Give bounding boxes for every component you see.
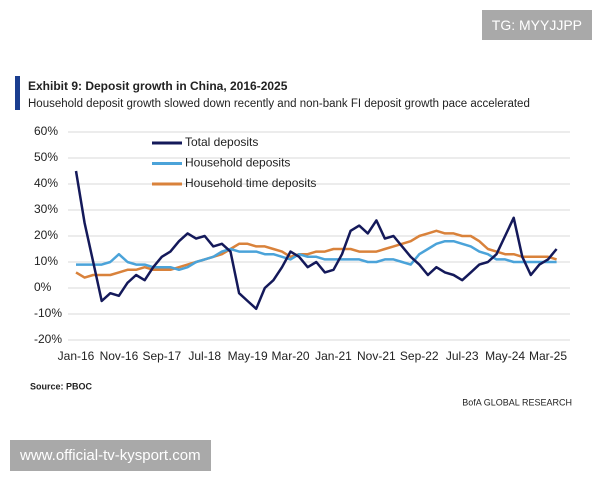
legend-label: Total deposits [185, 135, 258, 149]
x-tick-label: Sep-22 [400, 349, 439, 363]
series-line [74, 170, 558, 311]
series-line [76, 239, 557, 272]
title-bar [15, 76, 20, 110]
chart-title: Exhibit 9: Deposit growth in China, 2016… [28, 79, 288, 93]
x-tick-label: Jan-21 [315, 349, 352, 363]
chart-subtitle: Household deposit growth slowed down rec… [28, 98, 530, 110]
watermark-top: TG: MYYJJPP [481, 10, 592, 40]
y-tick-label: 60% [34, 124, 58, 138]
x-tick-label: Nov-21 [357, 349, 396, 363]
x-tick-label: Jul-23 [446, 349, 479, 363]
watermark-bottom: www.official-tv-kysport.com [10, 440, 211, 471]
x-tick-label: Jan-16 [58, 349, 95, 363]
x-tick-label: Jul-18 [188, 349, 221, 363]
x-tick-label: Nov-16 [100, 349, 139, 363]
series-line [75, 229, 557, 279]
y-tick-label: -20% [34, 332, 62, 346]
brand: BofA GLOBAL RESEARCH [462, 397, 572, 407]
legend-label: Household time deposits [185, 176, 316, 190]
y-tick-label: 20% [34, 228, 58, 242]
y-tick-label: 10% [34, 254, 58, 268]
x-tick-label: Mar-25 [529, 349, 567, 363]
legend-label: Household deposits [185, 156, 290, 170]
x-tick-label: May-24 [485, 349, 525, 363]
y-tick-label: -10% [34, 306, 62, 320]
x-tick-label: Mar-20 [272, 349, 310, 363]
y-tick-label: 30% [34, 202, 58, 216]
x-tick-label: Sep-17 [142, 349, 181, 363]
y-tick-label: 50% [34, 150, 58, 164]
y-tick-label: 0% [34, 280, 52, 294]
x-tick-label: May-19 [228, 349, 268, 363]
source: Source: PBOC [30, 381, 93, 391]
y-tick-label: 40% [34, 176, 58, 190]
